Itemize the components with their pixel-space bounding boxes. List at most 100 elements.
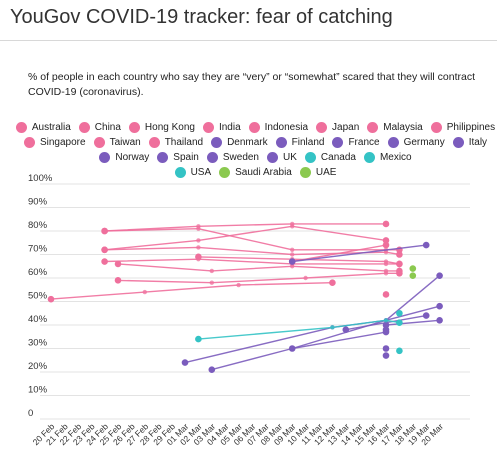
series-line bbox=[198, 319, 400, 340]
legend-swatch bbox=[206, 152, 218, 163]
legend-swatch bbox=[93, 137, 105, 148]
data-point bbox=[195, 253, 202, 261]
y-tick-label: 0 bbox=[28, 408, 33, 419]
legend-item[interactable]: Finland bbox=[275, 137, 324, 148]
data-point bbox=[236, 282, 241, 288]
data-point bbox=[422, 241, 430, 249]
data-point bbox=[396, 251, 403, 258]
legend-item[interactable]: Germany bbox=[387, 137, 445, 148]
y-tick-label: 90% bbox=[28, 197, 48, 208]
data-point bbox=[290, 346, 295, 351]
legend-item[interactable]: Saudi Arabia bbox=[219, 167, 292, 178]
legend-item[interactable]: Japan bbox=[316, 122, 359, 133]
legend-swatch bbox=[248, 122, 260, 133]
data-point bbox=[209, 268, 214, 274]
legend-label: Singapore bbox=[39, 137, 86, 148]
y-tick-label: 50% bbox=[28, 291, 48, 302]
legend-label: Philippines bbox=[446, 122, 496, 133]
legend-label: Malaysia bbox=[383, 122, 423, 133]
legend-swatch bbox=[304, 152, 316, 163]
legend-label: India bbox=[218, 122, 241, 133]
series-line bbox=[211, 331, 387, 371]
legend-label: UK bbox=[283, 152, 297, 163]
data-point bbox=[382, 220, 390, 228]
legend-swatch bbox=[78, 122, 90, 133]
legend-item[interactable]: USA bbox=[174, 167, 211, 178]
legend-item[interactable]: Taiwan bbox=[93, 137, 141, 148]
legend-swatch bbox=[363, 152, 375, 163]
legend-item[interactable]: UK bbox=[267, 152, 297, 163]
data-point bbox=[290, 247, 295, 252]
legend-item[interactable]: Philippines bbox=[430, 122, 496, 133]
legend-label: China bbox=[94, 122, 121, 133]
legend-item[interactable]: France bbox=[332, 137, 380, 148]
data-point bbox=[396, 260, 403, 268]
legend-swatch bbox=[452, 137, 464, 148]
y-tick-label: 30% bbox=[28, 338, 48, 349]
legend-item[interactable]: Thailand bbox=[148, 137, 204, 148]
series-line bbox=[385, 319, 440, 326]
legend-item[interactable]: Hong Kong bbox=[128, 122, 195, 133]
legend-label: Sweden bbox=[222, 152, 259, 163]
legend-item[interactable]: Singapore bbox=[23, 137, 86, 148]
data-point bbox=[409, 265, 417, 272]
legend-swatch bbox=[202, 122, 214, 133]
data-point bbox=[101, 227, 108, 235]
legend-item[interactable]: China bbox=[78, 122, 121, 133]
data-point bbox=[436, 317, 443, 324]
data-point bbox=[383, 259, 389, 264]
legend-label: Indonesia bbox=[264, 122, 309, 133]
legend-label: Norway bbox=[115, 152, 150, 163]
data-point bbox=[382, 291, 390, 298]
data-point bbox=[101, 258, 108, 265]
legend-item[interactable]: Italy bbox=[452, 137, 487, 148]
data-point bbox=[195, 335, 202, 343]
legend-row: Norway Spain Sweden UK Canada Mexico bbox=[28, 150, 483, 165]
legend-item[interactable]: Malaysia bbox=[367, 122, 423, 133]
legend-item[interactable]: India bbox=[202, 122, 241, 133]
legend-item[interactable]: Indonesia bbox=[248, 122, 309, 133]
legend-item[interactable]: Sweden bbox=[206, 152, 259, 163]
data-point bbox=[114, 260, 122, 268]
legend-item[interactable]: Spain bbox=[157, 152, 199, 163]
data-point bbox=[382, 321, 390, 329]
legend-swatch bbox=[430, 122, 442, 133]
data-point bbox=[396, 270, 403, 277]
data-point bbox=[383, 318, 389, 323]
legend-swatch bbox=[99, 152, 111, 163]
legend-swatch bbox=[157, 152, 169, 163]
y-tick-label: 60% bbox=[28, 267, 48, 278]
data-point bbox=[303, 275, 308, 281]
data-point bbox=[47, 295, 55, 303]
data-point bbox=[196, 238, 201, 243]
data-point bbox=[382, 345, 390, 352]
legend-label: Canada bbox=[320, 152, 356, 163]
data-point bbox=[396, 347, 403, 355]
data-point bbox=[142, 289, 147, 295]
legend-swatch bbox=[332, 137, 344, 148]
legend-row: USA Saudi Arabia UAE bbox=[28, 165, 483, 180]
data-point bbox=[330, 325, 335, 330]
series-line bbox=[50, 282, 333, 300]
series-line bbox=[198, 256, 400, 265]
legend-item[interactable]: Australia bbox=[15, 122, 71, 133]
legend-row: Singapore Taiwan Thailand Denmark Finland Fra… bbox=[23, 135, 487, 150]
data-point bbox=[329, 279, 336, 287]
data-point bbox=[409, 272, 417, 279]
legend-item[interactable]: Mexico bbox=[363, 152, 412, 163]
series-line bbox=[104, 258, 400, 265]
legend-item[interactable]: Norway bbox=[99, 152, 149, 163]
legend-label: Denmark bbox=[227, 137, 268, 148]
y-tick-label: 100% bbox=[28, 173, 53, 184]
legend-label: UAE bbox=[315, 167, 337, 178]
legend-item[interactable]: Denmark bbox=[211, 137, 268, 148]
legend-item[interactable]: UAE bbox=[299, 167, 337, 178]
data-point bbox=[382, 352, 390, 359]
legend-label: Thailand bbox=[164, 137, 204, 148]
data-point bbox=[101, 246, 108, 254]
legend-swatch bbox=[219, 167, 231, 178]
y-tick-label: 10% bbox=[28, 385, 48, 396]
legend-item[interactable]: Canada bbox=[304, 152, 356, 163]
legend-swatch bbox=[15, 122, 27, 133]
legend-label: Germany bbox=[403, 137, 445, 148]
